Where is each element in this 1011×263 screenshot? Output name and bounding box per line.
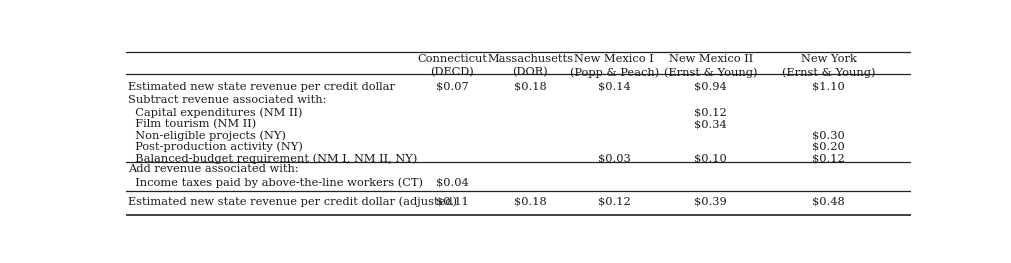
- Text: Subtract revenue associated with:: Subtract revenue associated with:: [128, 95, 327, 105]
- Text: New York
(Ernst & Young): New York (Ernst & Young): [780, 54, 875, 78]
- Text: $0.48: $0.48: [811, 196, 844, 206]
- Text: Connecticut
(DECD): Connecticut (DECD): [417, 54, 486, 78]
- Text: Film tourism (NM II): Film tourism (NM II): [128, 119, 256, 130]
- Text: $0.12: $0.12: [598, 196, 630, 206]
- Text: $0.18: $0.18: [514, 82, 546, 92]
- Text: $0.34: $0.34: [694, 119, 727, 129]
- Text: $0.30: $0.30: [811, 130, 844, 140]
- Text: Estimated new state revenue per credit dollar (adjusted): Estimated new state revenue per credit d…: [128, 196, 457, 207]
- Text: $0.12: $0.12: [811, 153, 844, 163]
- Text: Add revenue associated with:: Add revenue associated with:: [128, 164, 298, 174]
- Text: $0.20: $0.20: [811, 142, 844, 152]
- Text: Non-eligible projects (NY): Non-eligible projects (NY): [128, 130, 286, 141]
- Text: New Mexico II
(Ernst & Young): New Mexico II (Ernst & Young): [663, 54, 757, 78]
- Text: $1.10: $1.10: [811, 82, 844, 92]
- Text: New Mexico I
(Popp & Peach): New Mexico I (Popp & Peach): [569, 54, 658, 78]
- Text: $0.03: $0.03: [598, 153, 630, 163]
- Text: $0.04: $0.04: [435, 177, 468, 187]
- Text: $0.18: $0.18: [514, 196, 546, 206]
- Text: Income taxes paid by above-the-line workers (CT): Income taxes paid by above-the-line work…: [128, 177, 423, 188]
- Text: Capital expenditures (NM II): Capital expenditures (NM II): [128, 108, 302, 118]
- Text: Massachusetts
(DOR): Massachusetts (DOR): [487, 54, 573, 78]
- Text: $0.94: $0.94: [694, 82, 727, 92]
- Text: $0.11: $0.11: [435, 196, 468, 206]
- Text: $0.14: $0.14: [598, 82, 630, 92]
- Text: $0.39: $0.39: [694, 196, 727, 206]
- Text: $0.10: $0.10: [694, 153, 727, 163]
- Text: Estimated new state revenue per credit dollar: Estimated new state revenue per credit d…: [128, 82, 394, 92]
- Text: $0.12: $0.12: [694, 108, 727, 118]
- Text: Post-production activity (NY): Post-production activity (NY): [128, 142, 302, 152]
- Text: Balanced-budget requirement (NM I, NM II, NY): Balanced-budget requirement (NM I, NM II…: [128, 153, 417, 164]
- Text: $0.07: $0.07: [435, 82, 468, 92]
